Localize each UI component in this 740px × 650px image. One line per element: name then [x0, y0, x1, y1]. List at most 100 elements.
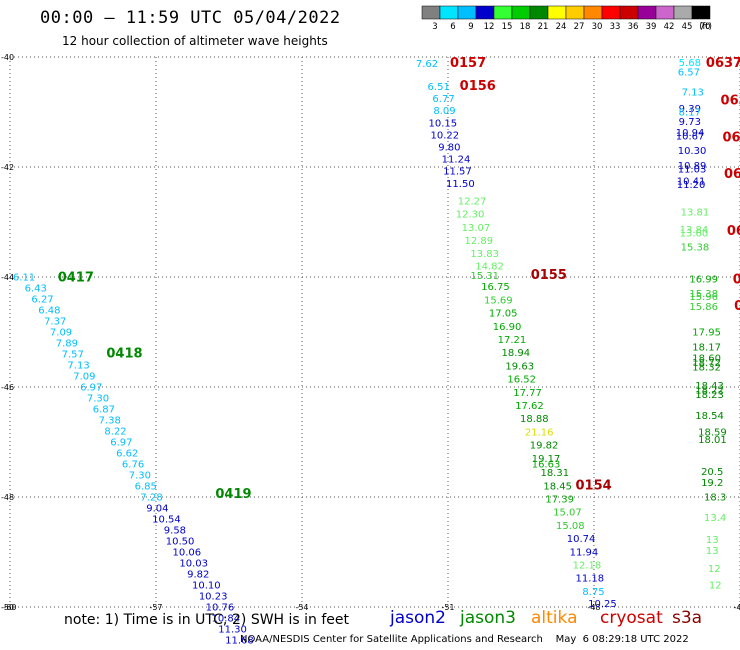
wave-height-label: 7.37: [44, 316, 66, 327]
wave-height-label: 11.68: [225, 635, 254, 646]
wave-height-label: 11.18: [576, 574, 605, 585]
wave-height-label: 18.31: [540, 468, 569, 479]
wave-height-label: 9.80: [438, 143, 460, 154]
wave-height-label: 21.16: [525, 427, 554, 438]
x-tick-label: -54: [295, 603, 308, 612]
wave-height-label: 17.39: [545, 495, 574, 506]
wave-height-label: 15.69: [484, 295, 513, 306]
colorbar-swatch: [619, 5, 639, 20]
x-tick-label: -60: [3, 603, 16, 612]
y-tick-label: -44: [1, 273, 14, 282]
credit-line: NOAA/NESDIS Center for Satellite Applica…: [240, 634, 689, 645]
wave-height-label: 12.27: [458, 196, 487, 207]
wave-height-label: 8.17: [679, 107, 701, 118]
wave-height-label: 18.01: [698, 435, 727, 446]
x-tick-label: -57: [149, 603, 162, 612]
wave-height-label: 13: [706, 546, 719, 557]
wave-height-label: 10.54: [152, 514, 181, 525]
wave-height-label: 6.76: [122, 459, 144, 470]
wave-height-label: 17.95: [692, 327, 721, 338]
wave-height-label: 6.57: [678, 68, 700, 79]
wave-height-label: 12: [708, 564, 721, 575]
x-tick-label: -45: [733, 603, 740, 612]
wave-height-label: 18.94: [502, 348, 531, 359]
wave-height-label: 10.30: [678, 146, 707, 157]
wave-height-label: 10.74: [567, 534, 596, 545]
colorbar-tick-label: 18: [520, 22, 531, 32]
satellite-legend-altika: altika: [531, 608, 578, 628]
wave-height-label: 13.84: [680, 225, 709, 236]
colorbar-tick-label: 39: [646, 22, 657, 32]
pass-time-label: 0156: [460, 79, 496, 94]
pass-time-label: 0637: [706, 56, 740, 71]
pass-time-label: 0418: [106, 346, 142, 361]
wave-height-label: 6.43: [25, 283, 47, 294]
wave-height-label: 10.06: [173, 547, 202, 558]
wave-height-label: 9.82: [187, 569, 209, 580]
wave-height-label: 7.30: [129, 470, 151, 481]
wave-height-label: 13.07: [462, 223, 491, 234]
wave-height-label: 13.83: [470, 249, 499, 260]
wave-height-label: 7.30: [87, 393, 109, 404]
wave-height-label: 18.23: [695, 390, 724, 401]
wave-height-label: 10.76: [206, 602, 235, 613]
wave-height-label: 7.28: [140, 492, 162, 503]
wave-height-label: 5.68: [679, 58, 701, 69]
colorbar-swatch: [457, 5, 477, 20]
wave-height-label: 7.62: [416, 59, 438, 70]
wave-height-label: 19.2: [701, 478, 723, 489]
wave-height-label: 11.57: [443, 167, 472, 178]
wave-height-label: 18.88: [520, 414, 549, 425]
wave-height-label: 14.82: [475, 261, 504, 272]
wave-height-label: 19.17: [532, 454, 561, 465]
pass-time-label: 063: [721, 93, 740, 108]
wave-height-label: 7.13: [67, 360, 89, 371]
colorbar-unit-label: (ft): [699, 22, 712, 32]
wave-height-label: 6.77: [432, 94, 454, 105]
satellite-legend-cryosat: cryosat: [600, 608, 663, 628]
wave-height-label: 6.97: [110, 437, 132, 448]
colorbar-tick-label: 27: [574, 22, 585, 32]
pass-time-label: 06: [724, 167, 740, 182]
wave-height-label: 10.41: [677, 177, 706, 188]
y-tick-label: -50: [1, 603, 14, 612]
wave-height-label: 7.38: [99, 415, 121, 426]
wave-height-label: 18.43: [695, 381, 724, 392]
colorbar-swatch: [547, 5, 567, 20]
pass-time-label: 0417: [58, 270, 94, 285]
colorbar-swatch: [583, 5, 603, 20]
colorbar-swatch: [637, 5, 657, 20]
wave-height-label: 17.21: [498, 335, 527, 346]
wave-height-label: 10.23: [199, 591, 228, 602]
wave-height-label: 11.50: [446, 179, 475, 190]
wave-height-label: 15.86: [689, 302, 718, 313]
wave-height-label: 6.87: [93, 404, 115, 415]
wave-height-label: 10.50: [166, 536, 195, 547]
colorbar-tick-label: 36: [628, 22, 639, 32]
wave-height-label: 19.63: [505, 361, 534, 372]
wave-height-label: 12.89: [465, 236, 494, 247]
satellite-legend-jason3: jason3: [460, 608, 516, 628]
pass-time-label: 063: [722, 131, 740, 146]
pass-time-label: 0157: [450, 56, 486, 71]
wave-height-label: 12.18: [573, 561, 602, 572]
wave-height-label: 6.51: [428, 82, 450, 93]
wave-height-label: 9.58: [164, 525, 186, 536]
wave-height-label: 9.04: [146, 503, 168, 514]
pass-time-label: 0154: [576, 478, 612, 493]
wave-height-label: 8.09: [433, 106, 455, 117]
chart-subtitle: 12 hour collection of altimeter wave hei…: [62, 34, 328, 48]
colorbar-tick-label: 70: [700, 22, 711, 32]
wave-height-label: 13.81: [681, 207, 710, 218]
wave-height-label: 18.3: [704, 492, 726, 503]
wave-height-label: 11.30: [218, 624, 247, 635]
colorbar-tick-label: 12: [484, 22, 495, 32]
wave-height-label: 13.4: [704, 513, 726, 524]
wave-height-label: 7.09: [50, 327, 72, 338]
colorbar-tick-label: 9: [468, 22, 473, 32]
pass-time-label: 06: [727, 224, 740, 239]
colorbar-swatch: [511, 5, 531, 20]
wave-height-label: 6.85: [135, 481, 157, 492]
wave-height-label: 13.60: [680, 228, 709, 239]
